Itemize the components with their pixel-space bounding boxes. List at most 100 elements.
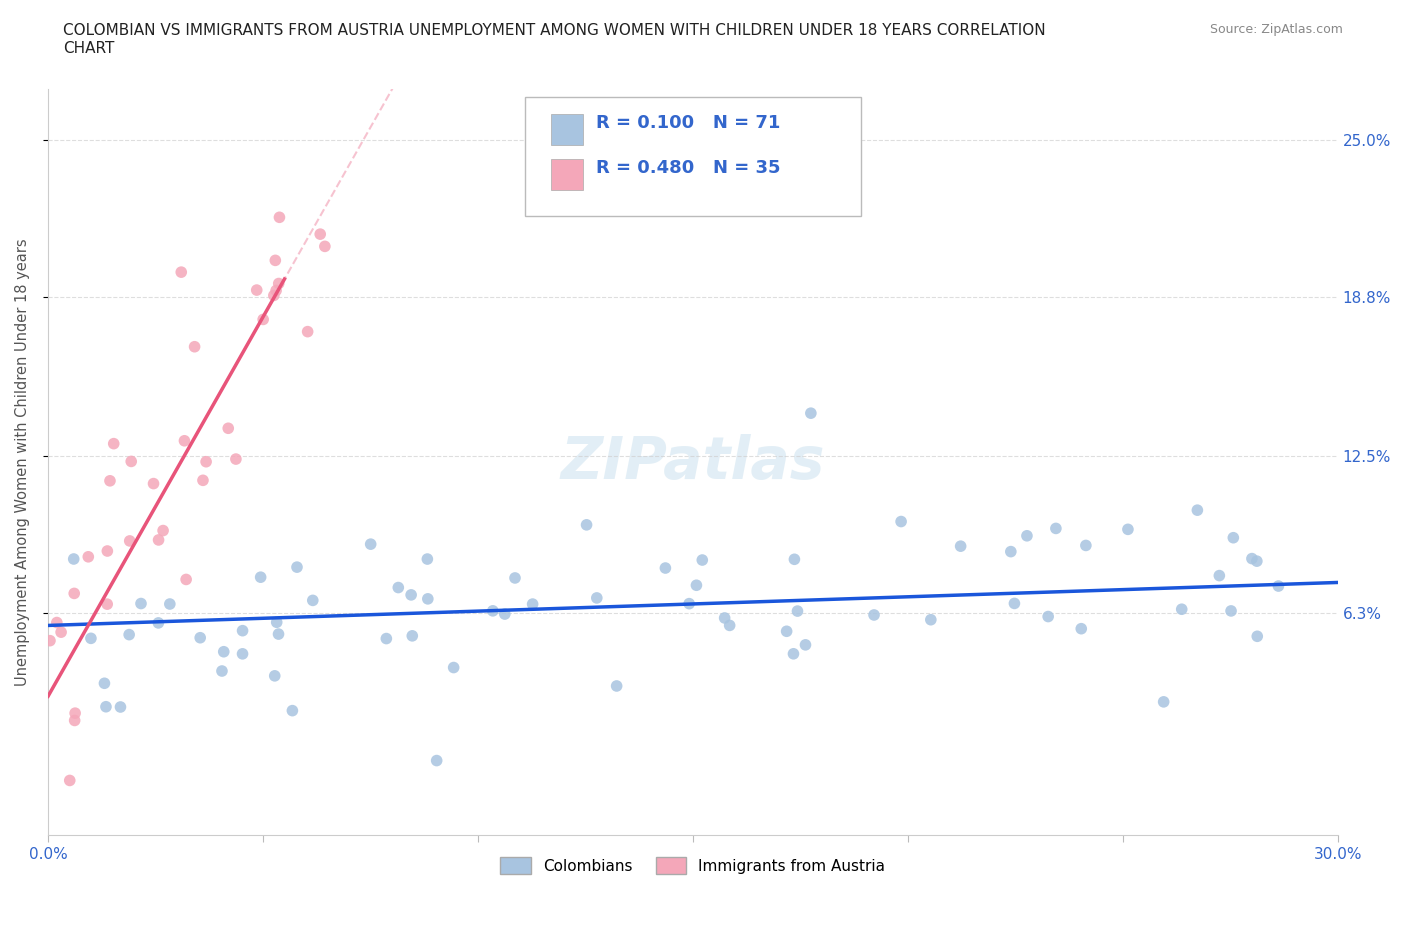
- Point: [63, 713, 86, 728]
- Point: [1002, 596, 1025, 611]
- Point: [183, 339, 205, 354]
- Point: [148, 533, 170, 548]
- Point: [118, 534, 141, 549]
- Point: [45, 615, 67, 630]
- Text: R = 0.480   N = 35: R = 0.480 N = 35: [596, 159, 780, 177]
- Point: [1187, 503, 1209, 518]
- Point: [387, 580, 409, 595]
- Point: [718, 618, 741, 632]
- Point: [93, 676, 115, 691]
- Point: [585, 591, 607, 605]
- Point: [949, 538, 972, 553]
- Point: [195, 454, 218, 469]
- Point: [173, 433, 195, 448]
- Point: [96, 597, 118, 612]
- Point: [920, 612, 942, 627]
- Point: [118, 627, 141, 642]
- Point: [1220, 604, 1243, 618]
- Point: [297, 325, 319, 339]
- Point: [360, 537, 382, 551]
- Text: R = 0.100   N = 71: R = 0.100 N = 71: [596, 114, 780, 132]
- Point: [191, 472, 214, 487]
- Point: [63, 586, 86, 601]
- FancyBboxPatch shape: [526, 97, 860, 216]
- Point: [252, 312, 274, 326]
- Text: COLOMBIAN VS IMMIGRANTS FROM AUSTRIA UNEMPLOYMENT AMONG WOMEN WITH CHILDREN UNDE: COLOMBIAN VS IMMIGRANTS FROM AUSTRIA UNE…: [63, 23, 1046, 56]
- Point: [1015, 528, 1038, 543]
- Point: [794, 637, 817, 652]
- Point: [443, 660, 465, 675]
- Point: [713, 610, 735, 625]
- Point: [267, 276, 290, 291]
- Point: [232, 623, 254, 638]
- Point: [246, 283, 269, 298]
- Point: [98, 473, 121, 488]
- Point: [654, 561, 676, 576]
- Point: [39, 633, 62, 648]
- Point: [426, 753, 449, 768]
- Point: [678, 596, 700, 611]
- Point: [1267, 578, 1289, 593]
- Point: [281, 703, 304, 718]
- Point: [129, 596, 152, 611]
- Point: [49, 625, 72, 640]
- Point: [94, 699, 117, 714]
- Point: [77, 550, 100, 565]
- Legend: Colombians, Immigrants from Austria: Colombians, Immigrants from Austria: [495, 851, 891, 880]
- Point: [1246, 629, 1268, 644]
- Point: [782, 646, 804, 661]
- Point: [148, 616, 170, 631]
- Point: [269, 210, 291, 225]
- Point: [401, 629, 423, 644]
- Point: [800, 405, 823, 420]
- Point: [174, 572, 197, 587]
- Point: [575, 517, 598, 532]
- Point: [80, 631, 103, 645]
- Text: Source: ZipAtlas.com: Source: ZipAtlas.com: [1209, 23, 1343, 36]
- Point: [685, 578, 707, 592]
- Point: [786, 604, 808, 618]
- Y-axis label: Unemployment Among Women with Children Under 18 years: Unemployment Among Women with Children U…: [15, 238, 30, 686]
- Point: [266, 615, 288, 630]
- Point: [263, 288, 285, 303]
- Point: [217, 421, 239, 436]
- Point: [142, 476, 165, 491]
- Point: [494, 606, 516, 621]
- Point: [1116, 522, 1139, 537]
- Point: [170, 265, 193, 280]
- Point: [96, 543, 118, 558]
- Point: [314, 239, 336, 254]
- Point: [1153, 695, 1175, 710]
- Point: [1170, 602, 1192, 617]
- Point: [1070, 621, 1092, 636]
- Point: [285, 560, 308, 575]
- Point: [62, 551, 84, 566]
- Point: [63, 706, 86, 721]
- Point: [59, 773, 82, 788]
- Point: [416, 591, 439, 606]
- Point: [249, 570, 271, 585]
- Point: [120, 454, 142, 469]
- Point: [110, 699, 132, 714]
- Point: [301, 593, 323, 608]
- Point: [503, 570, 526, 585]
- Point: [1208, 568, 1230, 583]
- Point: [775, 624, 797, 639]
- Point: [267, 627, 290, 642]
- Point: [783, 551, 806, 566]
- Text: ZIPatlas: ZIPatlas: [561, 434, 825, 491]
- Point: [225, 452, 247, 467]
- FancyBboxPatch shape: [551, 159, 583, 190]
- Point: [263, 669, 285, 684]
- Point: [188, 631, 211, 645]
- Point: [863, 607, 886, 622]
- Point: [232, 646, 254, 661]
- Point: [416, 551, 439, 566]
- Point: [1000, 544, 1022, 559]
- Point: [399, 588, 422, 603]
- Point: [1045, 521, 1067, 536]
- Point: [1036, 609, 1059, 624]
- Point: [211, 664, 233, 679]
- Point: [159, 596, 181, 611]
- Point: [690, 552, 713, 567]
